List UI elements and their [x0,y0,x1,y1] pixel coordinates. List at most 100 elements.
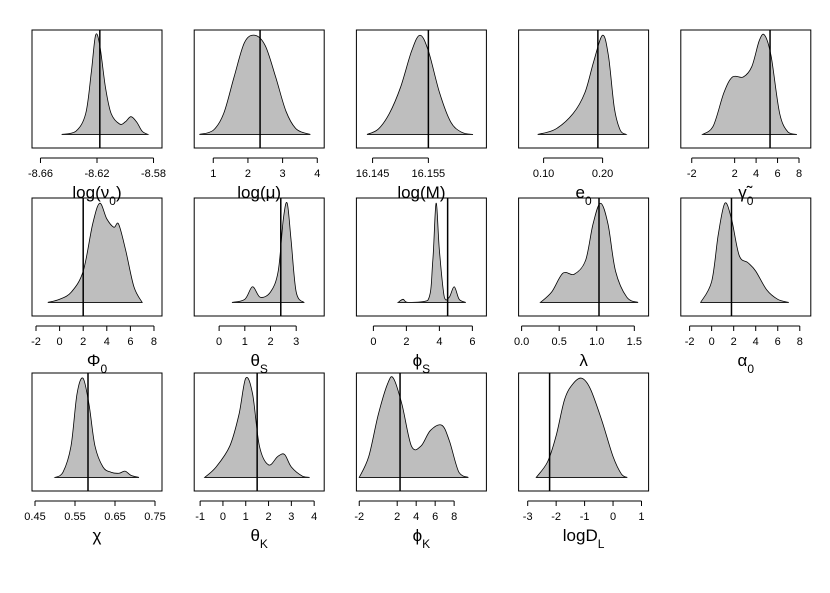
x-tick-label: 0 [216,336,222,348]
density-area [396,202,466,303]
plot-frame [355,372,487,492]
x-tick-label: -8.58 [141,168,166,180]
x-tick-label: 0.45 [24,511,45,523]
plot-frame [355,197,487,317]
label-subscript: 0 [747,362,754,376]
density-area [537,34,628,135]
x-tick-label: 6 [469,336,475,348]
x-tick-label: 3 [280,168,286,180]
x-tick-label: 1.5 [627,336,642,348]
density-area [203,377,310,478]
x-tick-label: 6 [127,336,133,348]
x-axis-label: α0 [738,351,755,376]
x-tick-label: -8.62 [84,168,109,180]
x-axis-label: θK [250,526,267,551]
label-subscript: 0 [747,194,754,208]
x-tick-label: -3 [523,511,533,523]
x-tick-label: 0.65 [104,511,125,523]
x-tick-label: -2 [551,511,561,523]
x-tick-label: 2 [245,168,251,180]
label-subscript: K [422,537,430,551]
label-text: χ [93,526,102,545]
x-tick-label: 4 [753,168,759,180]
x-tick-label: 2 [731,336,737,348]
x-tick-label: -8.66 [28,168,53,180]
label-subscript: S [260,362,268,376]
density-area [358,376,469,478]
x-tick-label: 8 [451,511,457,523]
x-tick-label: 0.55 [64,511,85,523]
x-tick-label: 4 [436,336,442,348]
x-axis-label: ϕS [413,351,431,376]
x-tick-label: 2 [403,336,409,348]
x-tick-label: 4 [753,336,759,348]
x-tick-label: 3 [288,511,294,523]
label-text: ϕ [413,351,423,370]
x-tick-label: 0.5 [552,336,567,348]
x-tick-label: -2 [354,511,364,523]
x-axis-label: γ̃0 [738,183,754,208]
x-tick-label: 1 [210,168,216,180]
density-area [535,377,628,478]
density-area [701,33,797,135]
x-axis-label: χ [93,526,102,545]
x-axis-label: e0 [576,183,592,208]
x-tick-label: 16.145 [356,168,390,180]
x-tick-label: 1 [638,511,644,523]
label-text: λ [579,351,588,370]
x-tick-label: 0 [220,511,226,523]
x-tick-label: 0.0 [514,336,529,348]
label-subscript: S [422,362,430,376]
density-area [699,202,789,303]
x-tick-label: 1 [242,336,248,348]
label-text: θ [250,526,259,545]
x-tick-label: 4 [413,511,419,523]
x-tick-label: 6 [432,511,438,523]
x-tick-label: 2 [265,511,271,523]
x-axis-label: logDL [563,526,605,551]
label-text: e [576,183,585,202]
density-area [47,202,143,303]
x-tick-label: -2 [31,336,41,348]
x-tick-label: 8 [797,336,803,348]
plot-frame [31,372,163,492]
x-tick-label: 6 [774,168,780,180]
x-tick-label: 3 [293,336,299,348]
x-tick-label: 1 [243,511,249,523]
x-axis-label: log(μ) [237,183,281,202]
plot-frame [518,29,650,149]
x-axis-label: log(ν0) [72,183,121,208]
x-tick-label: 0 [57,336,63,348]
label-text: logD [563,526,598,545]
x-tick-label: -1 [580,511,590,523]
x-axis-label: Φ0 [87,351,108,376]
plot-frame [31,197,163,317]
x-tick-label: 0 [370,336,376,348]
x-axis-label: θS [250,351,267,376]
x-tick-label: 0.10 [533,168,554,180]
x-tick-label: 2 [394,511,400,523]
x-tick-label: 2 [732,168,738,180]
plot-frame [680,197,812,317]
density-area [366,34,474,135]
x-tick-label: 1.0 [589,336,604,348]
density-area [199,34,311,135]
label-text: log(M) [397,183,445,202]
label-text: ) [116,183,122,202]
x-tick-label: -1 [195,511,205,523]
density-area [61,33,149,135]
x-tick-label: 8 [151,336,157,348]
label-subscript: K [260,537,268,551]
plot-frame [193,29,325,149]
x-tick-label: 6 [775,336,781,348]
x-axis-label: λ [579,351,588,370]
x-tick-label: 16.155 [412,168,446,180]
label-text: log(ν [72,183,109,202]
label-text: Φ [87,351,101,370]
density-area [53,377,140,478]
x-axis-label: ϕK [413,526,431,551]
x-tick-label: 2 [267,336,273,348]
label-text: ϕ [413,526,423,545]
plot-frame [518,197,650,317]
